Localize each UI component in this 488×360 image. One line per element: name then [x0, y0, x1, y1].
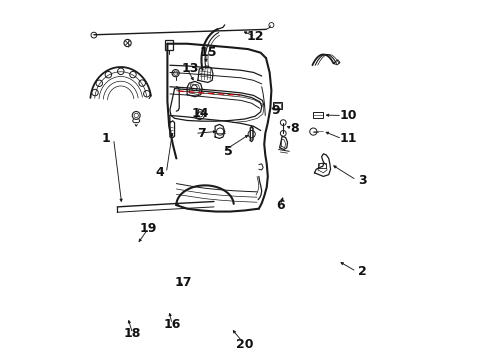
Bar: [273, 102, 281, 109]
Text: 2: 2: [358, 265, 366, 278]
Text: 1: 1: [102, 132, 111, 145]
Text: 18: 18: [123, 327, 141, 340]
Text: 20: 20: [235, 338, 253, 351]
Text: 6: 6: [276, 199, 284, 212]
Text: 9: 9: [271, 104, 280, 117]
Text: 7: 7: [197, 127, 205, 140]
Bar: [317, 163, 325, 168]
Text: 4: 4: [156, 166, 164, 179]
Bar: [164, 40, 172, 50]
Text: 16: 16: [163, 318, 181, 331]
Text: 3: 3: [358, 174, 366, 186]
Text: 17: 17: [174, 276, 192, 289]
Text: 8: 8: [290, 122, 298, 135]
Text: 19: 19: [140, 222, 157, 235]
Bar: [274, 103, 280, 108]
Text: 5: 5: [224, 145, 232, 158]
Text: 11: 11: [339, 132, 357, 145]
Text: 14: 14: [192, 107, 209, 120]
Bar: [313, 112, 322, 118]
Text: 15: 15: [200, 46, 217, 59]
Text: 10: 10: [339, 109, 357, 122]
Text: 13: 13: [181, 62, 198, 75]
Text: 12: 12: [246, 30, 264, 43]
